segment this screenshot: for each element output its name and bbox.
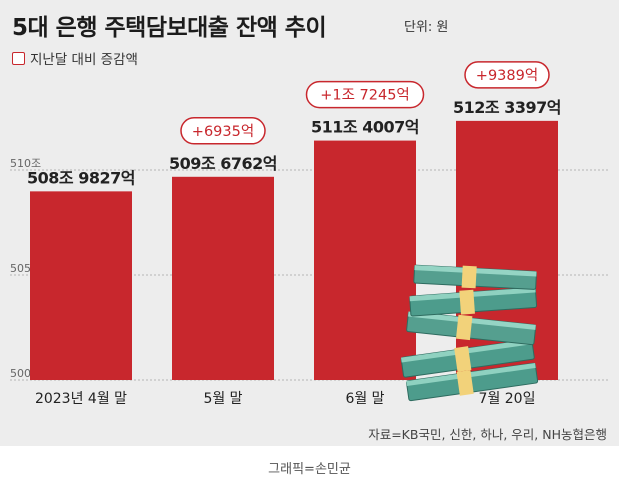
x-category-label: 2023년 4월 말 (35, 391, 127, 407)
legend-swatch (12, 51, 25, 65)
change-badge (180, 117, 266, 145)
bars (30, 120, 558, 380)
change-badge (305, 80, 425, 109)
bar-value-label: 508조 9827억 (27, 168, 135, 187)
change-label: +1조 7245억 (320, 87, 410, 104)
bar-labels: 508조 9827억 2023년 4월 말 509조 6762억 5월 말 +6935억… (27, 61, 561, 407)
x-category-label: 7월 20일 (479, 391, 536, 407)
unit-label: 단위: 원 (404, 20, 449, 35)
money-stack-illustration (400, 264, 539, 402)
change-label: +9389억 (476, 67, 538, 84)
legend-label: 지난달 대비 증감액 (30, 52, 138, 68)
x-category-label: 5월 말 (203, 391, 242, 407)
bar-value-label: 511조 4007억 (311, 118, 419, 137)
change-label: +6935억 (192, 123, 254, 140)
y-tick-label: 510조 (10, 157, 41, 170)
bar (314, 140, 416, 380)
bar-value-label: 512조 3397억 (453, 98, 561, 117)
bar-value-label: 509조 6762억 (169, 154, 277, 173)
graphic-credit: 그래픽=손민균 (268, 462, 351, 477)
x-category-label: 6월 말 (345, 391, 384, 407)
bar (30, 191, 132, 380)
chart-title: 5대 은행 주택담보대출 잔액 추이 (12, 15, 327, 41)
bar (172, 176, 274, 380)
chart-card: 5대 은행 주택담보대출 잔액 추이 단위: 원 지난달 대비 증감액 500조… (0, 0, 619, 446)
change-badge (464, 61, 550, 89)
source-note: 자료=KB국민, 신한, 하나, 우리, NH농협은행 (368, 427, 607, 442)
legend: 지난달 대비 증감액 (12, 48, 138, 68)
